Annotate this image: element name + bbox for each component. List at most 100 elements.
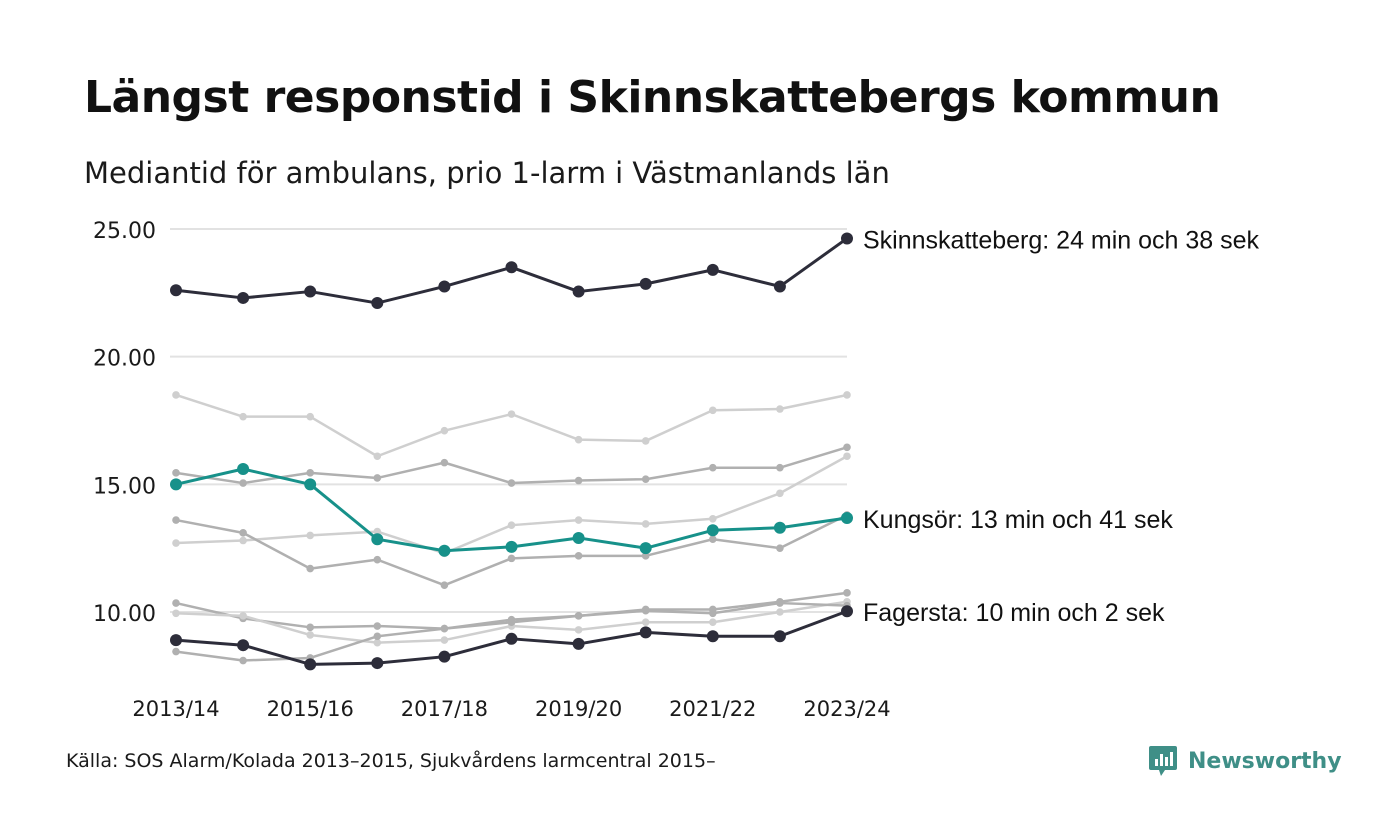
data-point-background: [172, 647, 180, 656]
data-point-highlight: [237, 639, 250, 652]
data-point-highlight: [237, 463, 250, 476]
data-point-background: [239, 529, 247, 537]
data-point-background: [776, 608, 784, 616]
data-point-background: [373, 527, 382, 536]
y-axis-ticks: 25.00 20.00 15.00 10.00: [93, 219, 156, 627]
data-point-highlight: [505, 540, 518, 553]
data-point-background: [172, 469, 180, 477]
x-axis-ticks: 2013/14 2015/16 2017/18 2019/20 2021/22 2023/…: [132, 697, 890, 721]
data-point-background: [574, 552, 583, 560]
data-point-highlight: [773, 280, 786, 293]
data-point-background: [507, 618, 516, 627]
data-point-background: [239, 656, 247, 665]
data-point-highlight: [304, 285, 317, 298]
data-point-background: [574, 476, 583, 485]
data-point-background: [641, 520, 650, 528]
data-point-highlight: [438, 544, 451, 557]
data-point-background: [306, 412, 315, 421]
data-point-highlight: [773, 521, 786, 534]
data-point-background: [440, 426, 449, 435]
series-end-label: Kungsör: 13 min och 41 sek: [863, 506, 1173, 534]
series-line-background: [175, 393, 848, 458]
data-point-highlight: [639, 277, 652, 290]
data-point-background: [641, 606, 650, 615]
data-point-highlight: [438, 280, 451, 293]
x-tick-label: 2015/16: [267, 697, 354, 721]
y-tick-label: 10.00: [93, 602, 156, 627]
brand-name: Newsworthy: [1188, 748, 1342, 774]
data-point-background: [373, 555, 382, 564]
data-point-background: [843, 452, 851, 461]
data-point-highlight: [572, 531, 585, 544]
data-point-background: [306, 623, 315, 632]
data-point-highlight: [706, 524, 719, 537]
data-point-highlight: [371, 297, 384, 310]
data-point-highlight: [170, 478, 182, 491]
data-point-background: [843, 443, 851, 452]
data-point-background: [507, 410, 516, 418]
data-point-background: [172, 539, 180, 547]
series-line-background: [175, 455, 848, 555]
data-point-background: [239, 612, 247, 620]
data-point-highlight: [841, 605, 853, 618]
data-point-background: [507, 479, 516, 487]
newsworthy-logo-icon: [1149, 746, 1177, 776]
x-tick-label: 2019/20: [535, 697, 622, 721]
series-end-label: Skinnskatteberg: 24 min och 38 sek: [863, 226, 1260, 254]
data-point-highlight: [304, 478, 317, 491]
data-point-background: [641, 437, 650, 445]
data-point-background: [172, 516, 180, 524]
data-point-background: [373, 452, 382, 461]
data-point-highlight: [170, 634, 182, 647]
grid-lines: [170, 228, 847, 613]
data-point-background: [574, 612, 583, 620]
data-point-background: [709, 535, 717, 544]
y-tick-label: 20.00: [93, 347, 156, 372]
data-point-highlight: [438, 650, 451, 663]
data-point-highlight: [639, 542, 652, 555]
data-point-background: [776, 489, 784, 498]
data-point-background: [306, 469, 315, 477]
data-point-background: [507, 521, 516, 529]
data-point-background: [172, 599, 180, 607]
data-point-background: [373, 632, 382, 641]
data-point-background: [507, 554, 516, 563]
data-point-background: [641, 618, 650, 627]
chart-title: Längst responstid i Skinnskattebergs kom…: [84, 72, 1221, 123]
data-point-background: [776, 405, 784, 413]
data-point-background: [440, 624, 449, 633]
data-point-background: [172, 391, 180, 399]
data-point-highlight: [773, 630, 786, 643]
data-point-background: [709, 609, 717, 618]
data-point-background: [641, 552, 650, 560]
data-point-background: [440, 581, 449, 589]
y-tick-label: 25.00: [93, 219, 156, 244]
x-tick-label: 2023/24: [803, 697, 890, 721]
data-point-highlight: [237, 291, 250, 304]
data-point-background: [641, 475, 650, 484]
data-point-highlight: [371, 533, 384, 546]
data-point-background: [709, 406, 717, 415]
data-point-highlight: [170, 284, 182, 297]
series-end-label: Fagersta: 10 min och 2 sek: [863, 599, 1165, 627]
data-point-background: [172, 609, 180, 618]
data-point-background: [239, 412, 247, 421]
data-point-background: [709, 463, 717, 472]
data-point-highlight: [304, 658, 317, 671]
data-point-highlight: [505, 261, 518, 274]
data-point-background: [574, 435, 583, 444]
data-point-background: [843, 391, 851, 399]
source-note: Källa: SOS Alarm/Kolada 2013–2015, Sjukv…: [66, 750, 716, 772]
x-tick-label: 2017/18: [401, 697, 488, 721]
data-point-background: [373, 638, 382, 647]
brand-logo: Newsworthy: [1148, 744, 1342, 778]
data-point-background: [574, 516, 583, 524]
data-point-background: [239, 536, 247, 545]
data-point-highlight: [706, 630, 719, 643]
data-point-background: [776, 599, 784, 607]
data-point-highlight: [572, 637, 585, 650]
highlighted-series: [170, 232, 853, 671]
chart-subtitle: Mediantid för ambulans, prio 1-larm i Vä…: [84, 156, 890, 190]
data-point-background: [776, 463, 784, 472]
